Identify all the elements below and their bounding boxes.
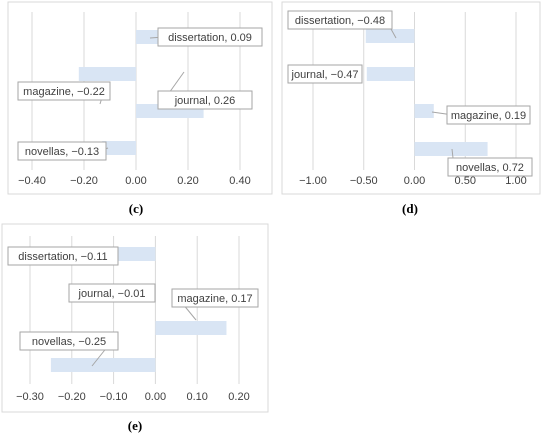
bar [414,104,434,118]
callout-box [19,331,119,351]
x-tick-label: −0.20 [58,391,86,403]
data-label: dissertation, 0.09 [168,32,252,44]
callout-box [68,283,156,303]
data-label: journal, −0.47 [291,69,359,81]
bar [155,321,227,335]
callout-box [287,64,363,84]
x-tick-label: −0.50 [350,175,378,187]
data-label: dissertation, −0.48 [295,15,385,27]
panel-e-caption: (e) [128,418,142,433]
x-tick-label: 0.50 [455,175,476,187]
callout-box [7,246,119,266]
x-tick-label: 0.00 [404,175,425,187]
bar [136,30,160,44]
x-tick-label: −0.40 [18,175,46,187]
bar [414,142,488,156]
bar [366,67,415,81]
callout-box [446,105,531,125]
callout-box [157,27,263,47]
x-tick-label: −0.10 [100,391,128,403]
x-tick-label: 0.00 [125,175,146,187]
bar [50,358,156,372]
panel-c: −0.40 −0.20 0.00 0.20 0.40 dissertation, 0.09… [7,1,273,216]
panel-e-plot: −0.30 −0.20 −0.10 0.00 0.10 0.20 dissertation,… [7,236,259,403]
data-label: magazine, 0.19 [451,110,526,122]
bar [102,141,136,155]
x-tick-label: 0.20 [228,391,249,403]
panel-c-caption: (c) [129,201,143,216]
x-tick-label: −0.30 [16,391,44,403]
data-label: magazine, −0.22 [23,86,105,98]
x-tick-label: 0.10 [186,391,207,403]
callout-box [17,81,111,101]
bar [109,247,156,261]
callout-box [171,288,259,308]
x-tick-label: 1.00 [505,175,526,187]
callout-box [157,90,253,110]
panel-c-plot: −0.40 −0.20 0.00 0.20 0.40 dissertation, 0.09… [17,12,263,187]
x-tick-label: −0.20 [70,175,98,187]
panel-d-caption: (d) [402,201,418,216]
x-tick-label: 0.00 [145,391,166,403]
data-label: novellas, 0.72 [456,162,524,174]
bar [78,67,136,81]
data-label: novellas, −0.25 [32,336,106,348]
panel-d-plot: −1.00 −0.50 0.00 0.50 1.00 dissertation, −0.4… [287,10,533,187]
data-label: dissertation, −0.11 [18,251,107,263]
x-tick-label: 0.20 [177,175,198,187]
callout-box [287,10,393,30]
data-label: journal, −0.01 [78,288,146,300]
data-label: novellas, −0.13 [25,146,99,158]
x-tick-label: 0.40 [229,175,250,187]
panel-d: −1.00 −0.50 0.00 0.50 1.00 dissertation, −0.4… [281,1,541,216]
data-label: journal, 0.26 [174,95,236,107]
data-label: magazine, 0.17 [177,293,252,305]
panel-e: −0.30 −0.20 −0.10 0.00 0.10 0.20 dissertation,… [1,223,269,433]
x-tick-label: −1.00 [299,175,327,187]
callout-box [17,141,107,161]
bar [365,29,415,43]
callout-box [447,157,533,177]
